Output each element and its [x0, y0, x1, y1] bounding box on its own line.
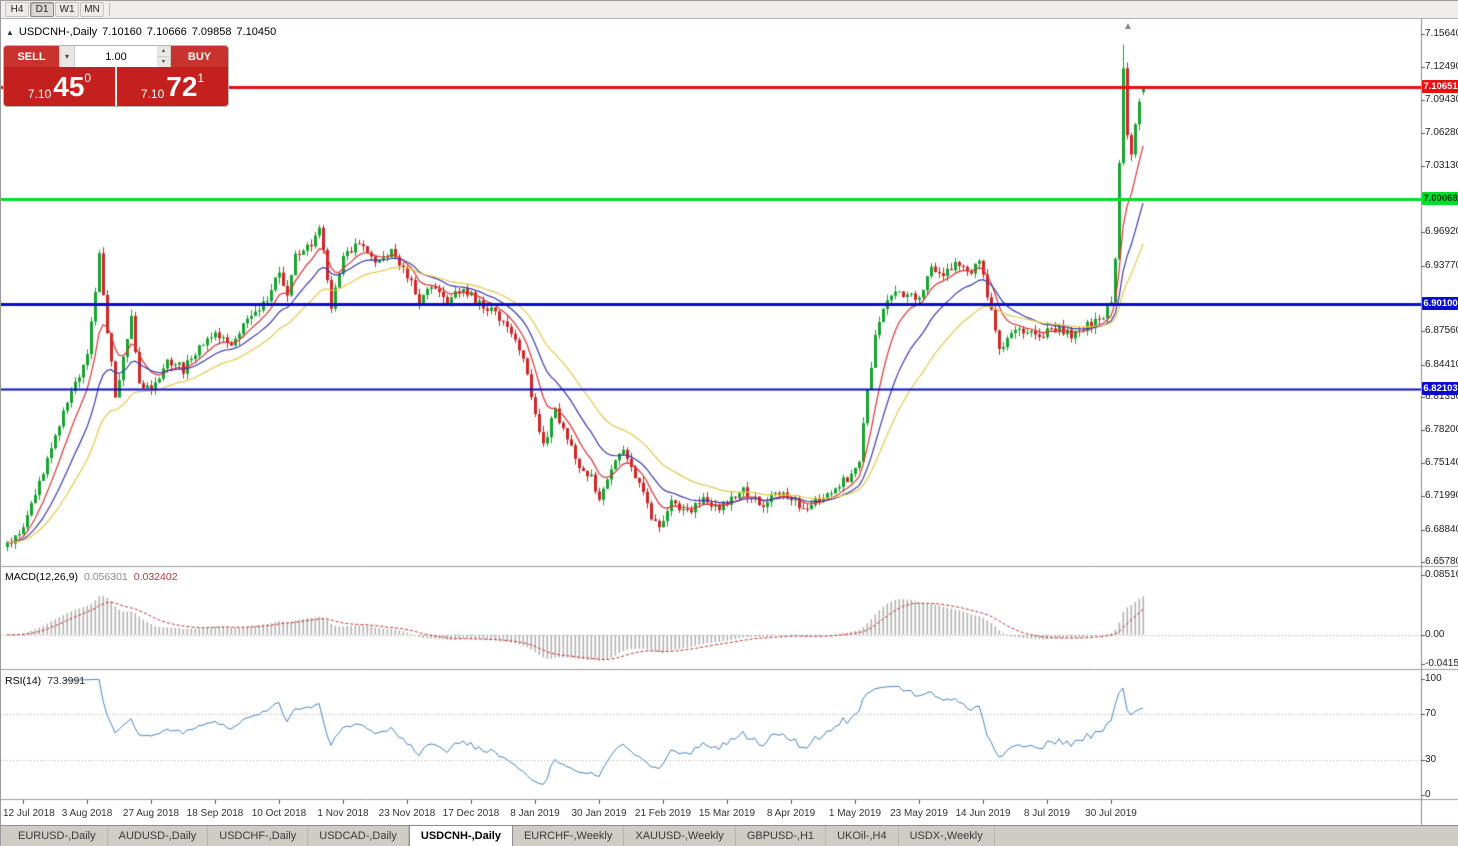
chart-tab-usdx-weekly[interactable]: USDX-,Weekly — [899, 826, 995, 846]
volume-input[interactable] — [75, 46, 157, 67]
volume-spinner: ▴ ▾ — [157, 46, 170, 67]
ohlc-high-value: 7.10666 — [146, 26, 187, 38]
price-chart-canvas[interactable] — [1, 19, 1458, 825]
rsi-name: RSI(14) — [5, 675, 42, 687]
chart-tab-eurusd-daily[interactable]: EURUSD-,Daily — [7, 826, 108, 846]
chart-ohlc-header: ▲ USDCNH-,Daily 7.10160 7.10666 7.09858 7.104… — [6, 26, 281, 38]
chart-window: ▲ USDCNH-,Daily 7.10160 7.10666 7.09858 7.104… — [1, 19, 1458, 825]
chart-tab-eurchf-weekly[interactable]: EURCHF-,Weekly — [513, 826, 625, 846]
timeframe-button-w1[interactable]: W1 — [55, 2, 79, 17]
buy-price-prefix: 7.10 — [140, 87, 165, 101]
toolbar-separator — [109, 3, 110, 16]
trade-options-dropdown-button[interactable]: ▾ — [59, 46, 74, 67]
ohlc-low-value: 7.09858 — [191, 26, 232, 38]
macd-signal-value: 0.032402 — [133, 571, 178, 583]
sell-button[interactable]: SELL — [4, 46, 59, 67]
chart-tab-usdchf-daily[interactable]: USDCHF-,Daily — [208, 826, 309, 846]
chart-tabbar: EURUSD-,Daily AUDUSD-,Daily USDCHF-,Daily U… — [1, 825, 1458, 846]
volume-field-wrap: ▴ ▾ — [74, 46, 171, 67]
trade-panel-controls-row: SELL ▾ ▴ ▾ BUY — [4, 46, 228, 67]
buy-price-display[interactable]: 7.10 72 1 — [117, 67, 228, 106]
timeframe-button-mn[interactable]: MN — [80, 2, 104, 17]
macd-name: MACD(12,26,9) — [5, 571, 78, 583]
chart-tab-ukoil-h4[interactable]: UKOil-,H4 — [826, 826, 899, 846]
buy-price-pip-digit: 1 — [197, 71, 205, 85]
buy-price-big-digits: 72 — [166, 70, 198, 102]
sell-price-display[interactable]: 7.10 45 0 — [4, 67, 115, 106]
chart-tab-audusd-daily[interactable]: AUDUSD-,Daily — [108, 826, 209, 846]
ohlc-open-value: 7.10160 — [102, 26, 142, 38]
chevron-down-icon: ▾ — [64, 52, 69, 61]
buy-button[interactable]: BUY — [171, 46, 228, 67]
chart-shift-marker-icon[interactable]: ▲ — [1123, 21, 1133, 32]
rsi-indicator-label: RSI(14) 73.3991 — [5, 675, 91, 687]
trade-panel-prices-row: 7.10 45 0 7.10 72 1 — [4, 67, 228, 106]
rsi-value: 73.3991 — [47, 675, 86, 687]
collapse-triangle-icon[interactable]: ▲ — [6, 28, 14, 37]
chart-tab-gbpusd-h1[interactable]: GBPUSD-,H1 — [736, 826, 827, 846]
sell-price-big-digits: 45 — [53, 70, 85, 102]
macd-indicator-label: MACD(12,26,9) 0.056301 0.032402 — [5, 571, 184, 583]
macd-main-value: 0.056301 — [83, 571, 128, 583]
timeframe-button-h4[interactable]: H4 — [5, 2, 29, 17]
volume-decrease-button[interactable]: ▾ — [157, 57, 170, 67]
volume-increase-button[interactable]: ▴ — [157, 46, 170, 57]
chart-symbol-label: USDCNH-,Daily — [18, 26, 98, 38]
ohlc-close-value: 7.10450 — [236, 26, 277, 38]
timeframe-toolbar: H4 D1 W1 MN — [1, 1, 1458, 19]
chart-tab-xauusd-weekly[interactable]: XAUUSD-,Weekly — [624, 826, 736, 846]
sell-price-pip-digit: 0 — [84, 71, 92, 85]
timeframe-button-d1[interactable]: D1 — [30, 2, 54, 17]
sell-price-prefix: 7.10 — [27, 87, 52, 101]
chart-tab-usdcnh-daily[interactable]: USDCNH-,Daily — [408, 826, 513, 846]
chart-tab-usdcad-daily[interactable]: USDCAD-,Daily — [308, 826, 409, 846]
